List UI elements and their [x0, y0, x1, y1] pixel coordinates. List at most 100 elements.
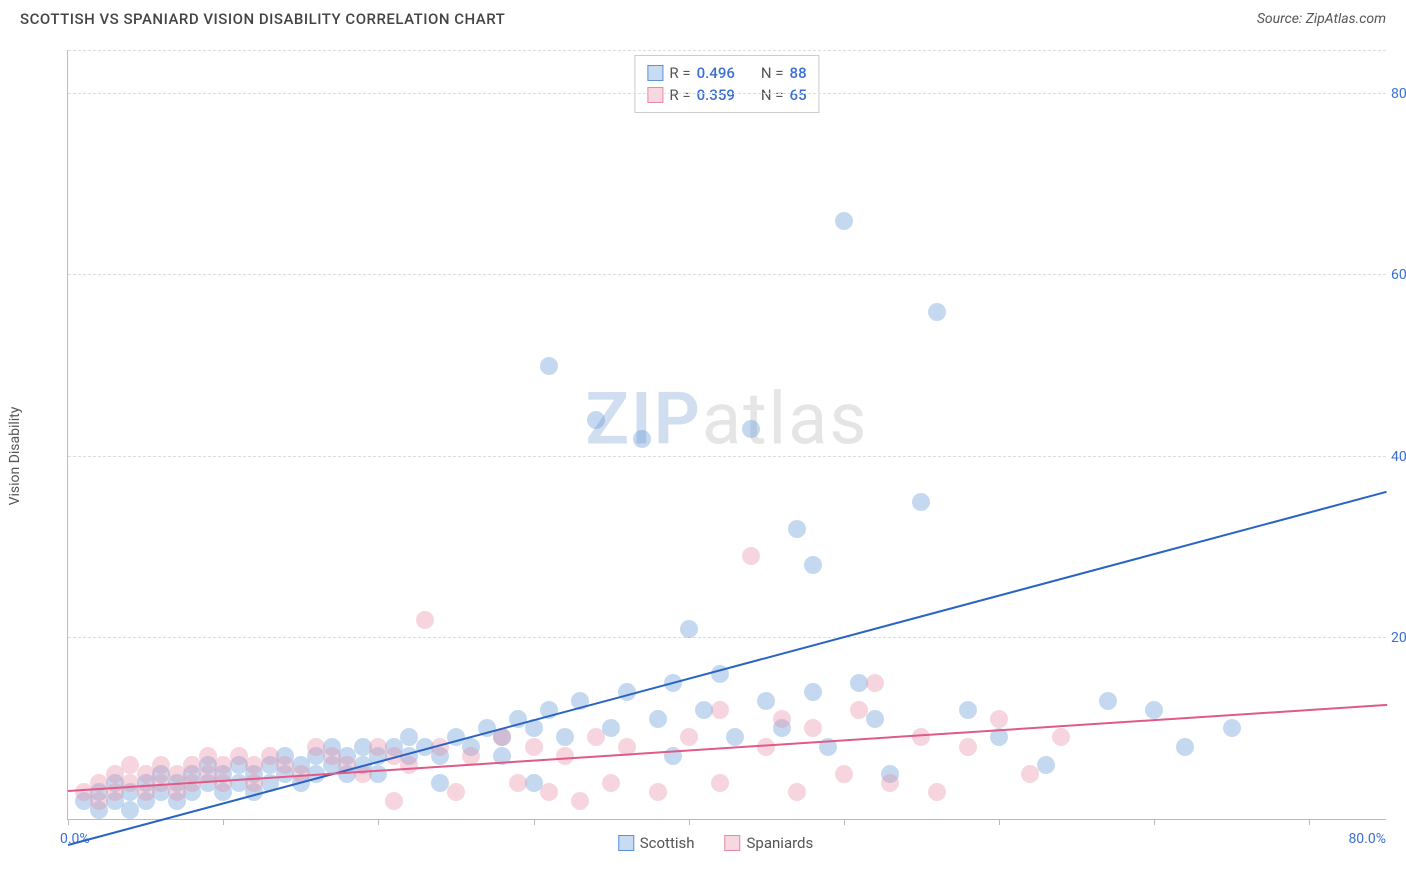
- legend-swatch: [618, 835, 634, 851]
- scatter-point: [1052, 728, 1070, 746]
- scatter-point: [571, 792, 589, 810]
- scatter-point: [509, 774, 527, 792]
- y-tick-label: 40.0%: [1391, 449, 1406, 465]
- scatter-point: [912, 493, 930, 511]
- scatter-point: [850, 701, 868, 719]
- scatter-point: [1021, 765, 1039, 783]
- scatter-point: [1223, 719, 1241, 737]
- stat-r-value: 0.496: [697, 64, 735, 82]
- scatter-point: [1099, 692, 1117, 710]
- y-tick-label: 60.0%: [1391, 267, 1406, 283]
- x-tick: [378, 819, 379, 825]
- gridline: [68, 93, 1386, 94]
- scatter-point: [881, 774, 899, 792]
- legend-item: Scottish: [618, 834, 695, 852]
- scatter-point: [804, 683, 822, 701]
- stat-n-label: N =: [761, 64, 784, 82]
- plot-area: ZIPatlas R = 0.496N = 88R = 0.359N = 65 …: [67, 50, 1386, 820]
- scatter-point: [587, 728, 605, 746]
- x-tick: [999, 819, 1000, 825]
- scatter-point: [602, 719, 620, 737]
- stats-row: R = 0.359 N = 65: [647, 84, 806, 106]
- stat-r-value: 0.359: [697, 86, 735, 104]
- scatter-point: [462, 747, 480, 765]
- scatter-point: [835, 765, 853, 783]
- x-axis-max-label: 80.0%: [1348, 831, 1386, 847]
- x-tick: [1154, 819, 1155, 825]
- trend-line: [68, 491, 1388, 846]
- scatter-point: [990, 710, 1008, 728]
- gridline: [68, 456, 1386, 457]
- scatter-point: [587, 411, 605, 429]
- legend-swatch: [647, 65, 663, 81]
- scatter-point: [928, 783, 946, 801]
- scatter-point: [540, 357, 558, 375]
- scatter-point: [804, 556, 822, 574]
- scatter-point: [726, 728, 744, 746]
- scatter-point: [525, 738, 543, 756]
- scatter-point: [773, 710, 791, 728]
- scatter-point: [711, 774, 729, 792]
- legend-label: Scottish: [640, 834, 695, 852]
- scatter-point: [1176, 738, 1194, 756]
- gridline: [68, 274, 1386, 275]
- scatter-point: [866, 674, 884, 692]
- stat-n-value: 88: [790, 64, 807, 82]
- y-tick-label: 20.0%: [1391, 630, 1406, 646]
- legend-swatch: [725, 835, 741, 851]
- legend-item: Spaniards: [725, 834, 814, 852]
- scatter-point: [649, 783, 667, 801]
- scatter-point: [385, 792, 403, 810]
- scatter-point: [540, 783, 558, 801]
- scatter-point: [711, 701, 729, 719]
- scatter-point: [959, 738, 977, 756]
- scatter-point: [804, 719, 822, 737]
- scatter-point: [1145, 701, 1163, 719]
- scatter-point: [556, 747, 574, 765]
- scatter-point: [556, 728, 574, 746]
- chart-title: SCOTTISH VS SPANIARD VISION DISABILITY C…: [20, 10, 505, 28]
- stat-n-value: 65: [790, 86, 807, 104]
- scatter-point: [416, 611, 434, 629]
- stat-r-label: R =: [669, 86, 690, 104]
- legend-swatch: [647, 87, 663, 103]
- stats-legend-box: R = 0.496 N = 88 R = 0.359 N = 65: [634, 55, 819, 113]
- legend-label: Spaniards: [747, 834, 814, 852]
- x-tick: [534, 819, 535, 825]
- source-attribution: Source: ZipAtlas.com: [1257, 11, 1386, 27]
- scatter-point: [447, 783, 465, 801]
- stat-n-label: N =: [761, 86, 784, 104]
- scatter-point: [649, 710, 667, 728]
- scatter-point: [788, 520, 806, 538]
- stat-r-label: R =: [669, 64, 690, 82]
- scatter-point: [959, 701, 977, 719]
- y-axis-title: Vision Disability: [7, 407, 23, 506]
- scatter-point: [633, 430, 651, 448]
- watermark: ZIPatlas: [585, 377, 868, 462]
- gridline: [68, 637, 1386, 638]
- scatter-point: [757, 692, 775, 710]
- stats-row: R = 0.496 N = 88: [647, 62, 806, 84]
- scatter-point: [928, 303, 946, 321]
- scatter-point: [866, 710, 884, 728]
- scatter-point: [742, 420, 760, 438]
- scatter-point: [602, 774, 620, 792]
- x-tick: [1309, 819, 1310, 825]
- x-tick: [68, 819, 69, 825]
- chart-container: Vision Disability ZIPatlas R = 0.496N = …: [45, 50, 1386, 862]
- scatter-point: [912, 728, 930, 746]
- scatter-point: [742, 547, 760, 565]
- scatter-point: [680, 728, 698, 746]
- scatter-point: [400, 756, 418, 774]
- x-tick: [689, 819, 690, 825]
- y-tick-label: 80.0%: [1391, 86, 1406, 102]
- x-tick: [223, 819, 224, 825]
- bottom-legend: Scottish Spaniards: [618, 834, 814, 852]
- scatter-point: [788, 783, 806, 801]
- x-tick: [844, 819, 845, 825]
- scatter-point: [1037, 756, 1055, 774]
- scatter-point: [369, 765, 387, 783]
- scatter-point: [214, 774, 232, 792]
- gridline: [68, 50, 1386, 51]
- scatter-point: [680, 620, 698, 638]
